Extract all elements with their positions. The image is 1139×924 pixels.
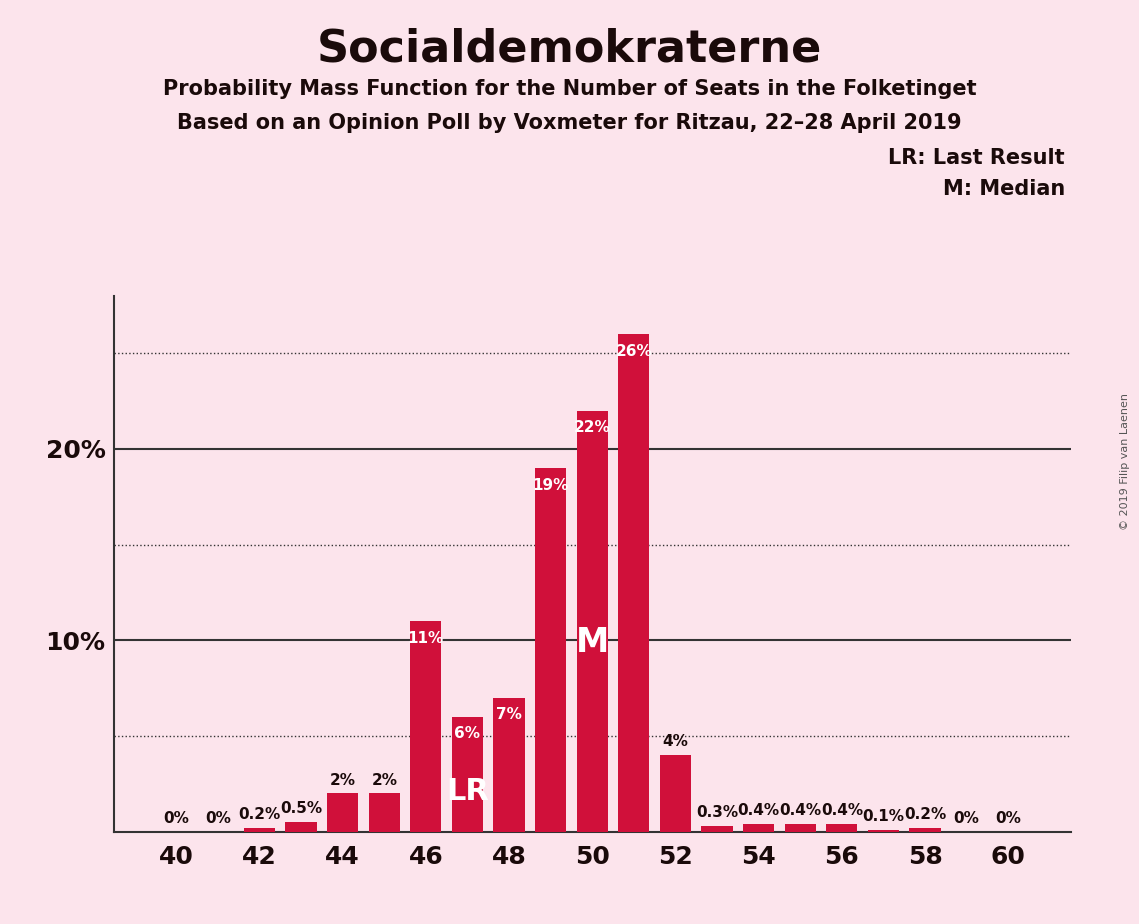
- Text: 0%: 0%: [163, 811, 189, 826]
- Text: 0.2%: 0.2%: [238, 807, 280, 822]
- Text: 0%: 0%: [953, 811, 980, 826]
- Text: Probability Mass Function for the Number of Seats in the Folketinget: Probability Mass Function for the Number…: [163, 79, 976, 99]
- Text: Socialdemokraterne: Socialdemokraterne: [317, 28, 822, 71]
- Text: M: M: [575, 626, 609, 659]
- Bar: [702, 826, 732, 832]
- Text: M: Median: M: Median: [943, 179, 1065, 200]
- Text: 0.4%: 0.4%: [738, 803, 780, 819]
- Text: 11%: 11%: [408, 630, 444, 646]
- Bar: [452, 717, 483, 832]
- Bar: [868, 830, 899, 832]
- Bar: [785, 824, 816, 832]
- Bar: [493, 698, 525, 832]
- Bar: [286, 822, 317, 832]
- Text: 0.5%: 0.5%: [280, 801, 322, 816]
- Text: 7%: 7%: [497, 707, 522, 723]
- Bar: [576, 410, 608, 832]
- Text: 0.4%: 0.4%: [779, 803, 821, 819]
- Text: 0.4%: 0.4%: [821, 803, 863, 819]
- Bar: [535, 468, 566, 832]
- Text: LR: Last Result: LR: Last Result: [888, 148, 1065, 168]
- Bar: [618, 334, 649, 832]
- Text: 26%: 26%: [615, 344, 653, 359]
- Text: 19%: 19%: [533, 478, 568, 492]
- Text: © 2019 Filip van Laenen: © 2019 Filip van Laenen: [1120, 394, 1130, 530]
- Text: 0%: 0%: [995, 811, 1022, 826]
- Bar: [659, 755, 691, 832]
- Text: 6%: 6%: [454, 726, 481, 741]
- Text: Based on an Opinion Poll by Voxmeter for Ritzau, 22–28 April 2019: Based on an Opinion Poll by Voxmeter for…: [178, 113, 961, 133]
- Text: 0%: 0%: [205, 811, 231, 826]
- Bar: [410, 621, 442, 832]
- Text: 0.2%: 0.2%: [904, 807, 947, 822]
- Text: 0.3%: 0.3%: [696, 805, 738, 821]
- Text: 0.1%: 0.1%: [862, 808, 904, 824]
- Text: 22%: 22%: [574, 420, 611, 435]
- Text: 4%: 4%: [663, 735, 688, 749]
- Bar: [327, 794, 359, 832]
- Bar: [244, 828, 276, 832]
- Bar: [826, 824, 858, 832]
- Text: 2%: 2%: [329, 772, 355, 787]
- Bar: [743, 824, 775, 832]
- Text: LR: LR: [446, 777, 489, 806]
- Bar: [369, 794, 400, 832]
- Bar: [909, 828, 941, 832]
- Text: 2%: 2%: [371, 772, 398, 787]
